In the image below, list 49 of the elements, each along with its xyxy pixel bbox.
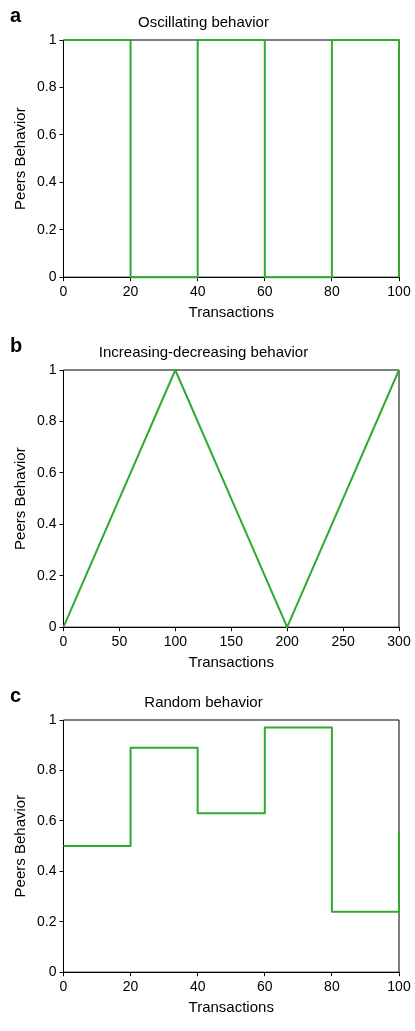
x-tick-label: 20 [122, 283, 139, 300]
x-axis-title: Transactions [188, 998, 274, 1016]
x-tick-label: 40 [189, 283, 206, 300]
x-tick-label: 80 [324, 978, 340, 995]
chart-title: Oscillating behavior [138, 13, 269, 31]
y-axis-title: Peers Behavior [11, 107, 29, 210]
x-tick-label: 300 [387, 633, 411, 650]
text: a [10, 3, 22, 26]
x-tick-label: 20 [122, 978, 139, 995]
y-tick-label: 0.2 [36, 912, 57, 929]
y-axis-title: Peers Behavior [11, 794, 29, 898]
x-tick-label: 200 [275, 633, 300, 650]
text: b [10, 333, 23, 356]
x-tick-label: 150 [219, 633, 244, 650]
x-tick-label: 0 [59, 978, 68, 995]
x-axis-title: Transactions [188, 303, 274, 321]
text: c [10, 683, 22, 706]
y-tick-label: 0.4 [36, 862, 57, 879]
y-tick-label: 0.6 [36, 463, 57, 480]
y-tick-label: 0.8 [36, 761, 57, 778]
y-tick-label: 0 [48, 268, 57, 285]
x-tick-label: 60 [257, 283, 273, 300]
x-axis-title: Transactions [188, 653, 274, 671]
y-tick-label: 0.4 [36, 515, 57, 532]
y-tick-label: 0.8 [36, 78, 57, 95]
x-tick-label: 0 [59, 633, 68, 650]
y-tick-label: 0.2 [36, 566, 57, 583]
y-tick-label: 0.6 [36, 811, 57, 828]
y-tick-label: 0.2 [36, 220, 57, 237]
chart-title: Increasing-decreasing behavior [98, 343, 309, 361]
y-tick-label: 0.8 [36, 412, 57, 429]
y-tick-label: 0 [48, 618, 57, 635]
x-tick-label: 40 [189, 978, 206, 995]
x-tick-label: 0 [59, 283, 68, 300]
y-axis-title: Peers Behavior [11, 447, 29, 550]
y-tick-label: 1 [48, 710, 57, 727]
y-tick-label: 0.6 [36, 125, 57, 142]
y-tick-label: 0.4 [36, 173, 57, 190]
y-tick-label: 1 [48, 360, 57, 377]
x-tick-label: 50 [111, 633, 128, 650]
x-tick-label: 100 [387, 283, 411, 300]
x-tick-label: 80 [324, 283, 340, 300]
x-tick-label: 60 [257, 978, 273, 995]
x-tick-label: 100 [387, 978, 411, 995]
x-tick-label: 100 [163, 633, 188, 650]
chart-title: Random behavior [144, 693, 263, 711]
x-tick-label: 250 [331, 633, 355, 650]
y-tick-label: 1 [48, 30, 57, 47]
y-tick-label: 0 [48, 963, 57, 980]
